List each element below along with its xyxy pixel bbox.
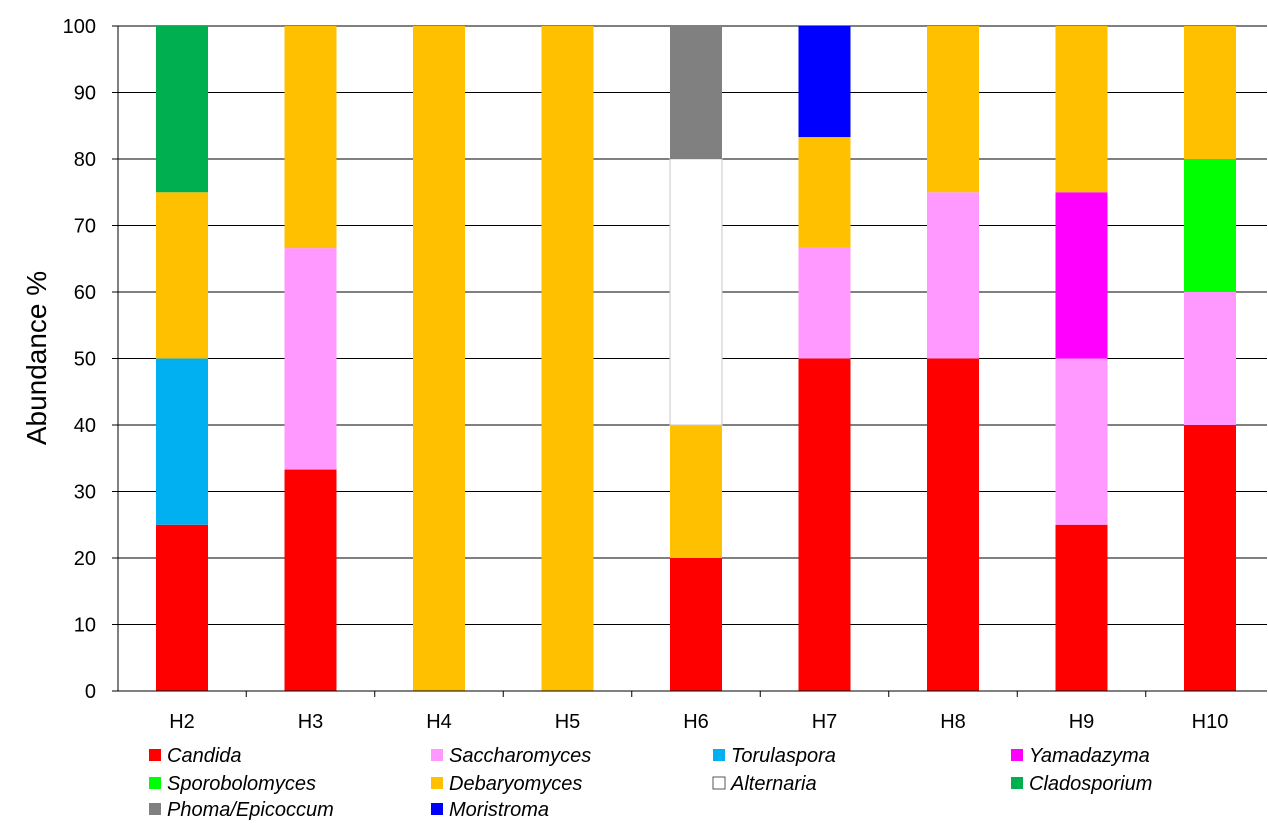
x-tick-label-h4: H4: [426, 711, 452, 733]
y-tick-label: 50: [74, 349, 96, 371]
y-axis-label: Abundance %: [21, 271, 52, 445]
legend-label: Cladosporium: [1029, 773, 1152, 795]
bar-h10-sporobolomyces: [1184, 159, 1236, 292]
bar-h2-debaryomyces: [156, 192, 208, 359]
bar-h6-alternaria: [669, 158, 723, 426]
bar-h3-debaryomyces: [284, 26, 337, 249]
legend-item-candida: Candida: [149, 745, 242, 767]
legend-label: Candida: [167, 745, 242, 767]
legend-label: Yamadazyma: [1029, 745, 1150, 767]
bar-h5-debaryomyces: [541, 26, 594, 691]
legend-item-sporobolomyces: Sporobolomyces: [149, 773, 316, 795]
axes-layer: 0 10 20 30 40 50 60 70 80 90 100 H2 H3 H4 H5 H6 H7 H8 H9 H1…: [63, 16, 1267, 733]
legend-item-saccharomyces: Saccharomyces: [431, 745, 591, 767]
y-tick-label: 40: [74, 415, 96, 437]
bar-h8-saccharomyces: [927, 192, 979, 359]
bar-h7-moristroma: [798, 26, 851, 138]
y-tick-label: 20: [74, 548, 96, 570]
legend-label: Moristroma: [449, 799, 549, 821]
bar-h6-candida: [670, 558, 722, 691]
legend-swatch: [1011, 777, 1023, 789]
x-tick-label-h2: H2: [169, 711, 195, 733]
y-tick-label: 100: [63, 16, 96, 38]
bar-h9-debaryomyces: [1055, 26, 1108, 193]
legend-swatch: [1011, 749, 1023, 761]
legend-label: Torulaspora: [731, 745, 836, 767]
legend-swatch: [431, 749, 443, 761]
y-tick-label: 90: [74, 83, 96, 105]
x-tick-label-h6: H6: [683, 711, 709, 733]
legend-swatch: [149, 749, 161, 761]
x-tick-label-h9: H9: [1069, 711, 1095, 733]
legend-swatch: [712, 776, 726, 790]
bar-h7-debaryomyces: [798, 137, 851, 248]
bar-h4-debaryomyces: [413, 26, 465, 691]
legend-label: Debaryomyces: [449, 773, 582, 795]
legend-swatch: [713, 749, 725, 761]
x-tick-label-h10: H10: [1192, 711, 1229, 733]
legend: Candida Saccharomyces Torulaspora Yamadazym…: [149, 745, 1152, 821]
bar-h10-candida: [1184, 425, 1236, 691]
y-tick-label: 10: [74, 615, 96, 637]
bar-h9-saccharomyces: [1055, 358, 1108, 525]
bar-h9-yamadazyma: [1055, 192, 1108, 359]
legend-item-yamadazyma: Yamadazyma: [1011, 745, 1150, 767]
legend-swatch: [431, 803, 443, 815]
y-tick-label: 60: [74, 282, 96, 304]
y-tick-label: 80: [74, 149, 96, 171]
legend-item-alternaria: Alternaria: [712, 773, 817, 795]
bar-h8-candida: [927, 358, 979, 691]
bar-h3-candida: [284, 469, 337, 691]
legend-item-debaryomyces: Debaryomyces: [431, 773, 582, 795]
x-tick-label-h5: H5: [555, 711, 581, 733]
legend-label: Alternaria: [730, 773, 817, 795]
x-tick-label-h7: H7: [812, 711, 838, 733]
legend-item-cladosporium: Cladosporium: [1011, 773, 1152, 795]
legend-swatch: [149, 777, 161, 789]
x-tick-label-h3: H3: [298, 711, 324, 733]
bar-h6-debaryomyces: [670, 425, 722, 558]
bar-h10-debaryomyces: [1184, 26, 1236, 159]
bar-h7-saccharomyces: [798, 247, 851, 359]
x-tick-label-h8: H8: [940, 711, 966, 733]
legend-label: Phoma/Epicoccum: [167, 799, 334, 821]
legend-label: Sporobolomyces: [167, 773, 316, 795]
legend-item-torulaspora: Torulaspora: [713, 745, 836, 767]
bar-h2-cladosporium: [156, 26, 208, 193]
legend-swatch: [149, 803, 161, 815]
bar-h2-torulaspora: [156, 358, 208, 525]
legend-label: Saccharomyces: [449, 745, 591, 767]
bar-h7-candida: [798, 358, 851, 691]
y-tick-label: 0: [85, 681, 96, 703]
bar-h6-phoma-epicoccum: [670, 26, 722, 159]
y-tick-label: 30: [74, 482, 96, 504]
bars-layer: [156, 26, 1236, 691]
bar-h3-saccharomyces: [284, 248, 337, 470]
bar-h9-candida: [1055, 524, 1108, 691]
y-tick-label: 70: [74, 216, 96, 238]
legend-swatch: [431, 777, 443, 789]
legend-item-moristroma: Moristroma: [431, 799, 549, 821]
legend-item-phoma-epicoccum: Phoma/Epicoccum: [149, 799, 334, 821]
bar-h2-candida: [156, 524, 208, 691]
bar-h10-saccharomyces: [1184, 292, 1236, 425]
bar-h8-debaryomyces: [927, 26, 979, 193]
